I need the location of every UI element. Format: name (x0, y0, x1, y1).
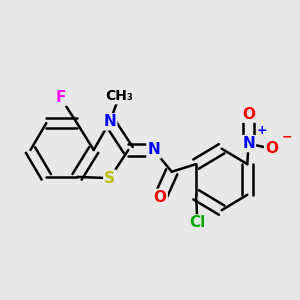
Text: −: − (282, 131, 292, 144)
Text: N: N (242, 136, 255, 151)
Text: O: O (154, 190, 167, 205)
Text: N: N (103, 114, 116, 129)
Text: O: O (265, 141, 278, 156)
Text: Cl: Cl (189, 215, 206, 230)
Text: N: N (148, 142, 160, 158)
Text: F: F (55, 90, 66, 105)
Text: +: + (257, 124, 267, 137)
Text: S: S (104, 171, 115, 186)
Text: CH₃: CH₃ (105, 89, 133, 103)
Text: O: O (242, 107, 255, 122)
